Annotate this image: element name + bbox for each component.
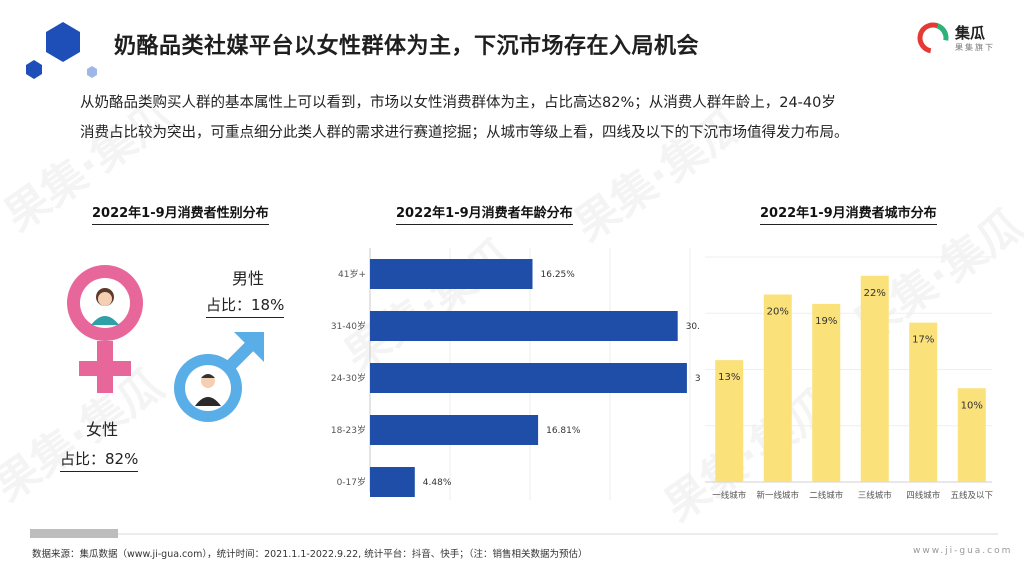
- age-bar: [370, 467, 415, 497]
- city-value-label: 13%: [718, 372, 740, 383]
- age-category-label: 0-17岁: [337, 476, 366, 488]
- age-category-label: 31-40岁: [331, 320, 366, 332]
- male-symbol-icon: [174, 332, 264, 422]
- male-share: 占比：18%: [206, 294, 285, 318]
- hexagon-decoration: [26, 22, 97, 79]
- age-value-label: 30.77%: [686, 322, 700, 332]
- city-bar: [957, 388, 986, 482]
- age-bar: [370, 259, 533, 289]
- city-value-label: 17%: [912, 335, 934, 346]
- city-bar: [812, 303, 841, 482]
- age-category-label: 18-23岁: [331, 424, 366, 436]
- age-chart-title: 2022年1-9月消费者年龄分布: [396, 202, 573, 225]
- city-value-label: 19%: [815, 316, 837, 327]
- male-label: 男性: [232, 269, 265, 288]
- logo-icon: [917, 22, 949, 54]
- city-category-label: 五线及以下: [950, 490, 993, 501]
- city-bar: [909, 322, 938, 482]
- footer-url: www.ji-gua.com: [913, 546, 1013, 556]
- age-distribution-chart: 41岁+ 16.25% 31-40岁 30.77% 24-30岁 31.69% 18-23岁…: [331, 248, 700, 500]
- age-value-label: 16.81%: [546, 426, 581, 436]
- age-bar: [370, 415, 539, 445]
- female-label: 女性: [86, 420, 119, 439]
- gender-chart-title: 2022年1-9月消费者性别分布: [92, 202, 269, 225]
- city-value-label: 22%: [864, 288, 886, 299]
- city-value-label: 10%: [961, 400, 983, 411]
- city-category-label: 一线城市: [712, 490, 747, 501]
- logo-name: 集瓜: [955, 24, 986, 42]
- data-source-note: 数据来源：集瓜数据（www.ji-gua.com），统计时间：2021.1.1-…: [32, 549, 588, 560]
- female-symbol-icon: [67, 265, 143, 393]
- age-value-label: 16.25%: [541, 270, 576, 280]
- city-bar: [763, 294, 792, 482]
- intro-line: 从奶酪品类购买人群的基本属性上可以看到，市场以女性消费群体为主，占比高达82%；…: [80, 95, 836, 111]
- age-value-label: 31.69%: [695, 374, 700, 384]
- footer-divider: [30, 529, 998, 538]
- female-share: 占比：82%: [60, 448, 139, 472]
- logo-subtitle: 果集旗下: [955, 43, 995, 52]
- city-bar: [715, 360, 744, 482]
- age-bar: [370, 363, 687, 393]
- city-category-label: 二线城市: [809, 490, 844, 501]
- intro-paragraph: 从奶酪品类购买人群的基本属性上可以看到，市场以女性消费群体为主，占比高达82%；…: [80, 88, 1000, 148]
- city-value-label: 20%: [767, 307, 789, 318]
- city-chart-grid: [705, 256, 992, 427]
- brand-logo: 集瓜 果集旗下: [915, 20, 1015, 60]
- page-title: 奶酪品类社媒平台以女性群体为主，下沉市场存在入局机会: [114, 34, 700, 59]
- city-category-label: 四线城市: [906, 490, 941, 501]
- city-distribution-chart: 13% 一线城市 20% 新一线城市 19% 二线城市 22% 三线城市 17% 四线城市 10% 五…: [705, 256, 993, 501]
- city-bar: [860, 275, 889, 482]
- age-value-label: 4.48%: [423, 478, 452, 488]
- intro-line: 消费占比较为突出，可重点细分此类人群的需求进行赛道挖掘；从城市等级上看，四线及以…: [80, 125, 849, 141]
- city-category-label: 三线城市: [858, 490, 893, 501]
- age-category-label: 24-30岁: [331, 372, 366, 384]
- age-category-label: 41岁+: [338, 268, 366, 280]
- city-category-label: 新一线城市: [756, 490, 799, 501]
- age-bar: [370, 311, 678, 341]
- city-chart-title: 2022年1-9月消费者城市分布: [760, 202, 937, 225]
